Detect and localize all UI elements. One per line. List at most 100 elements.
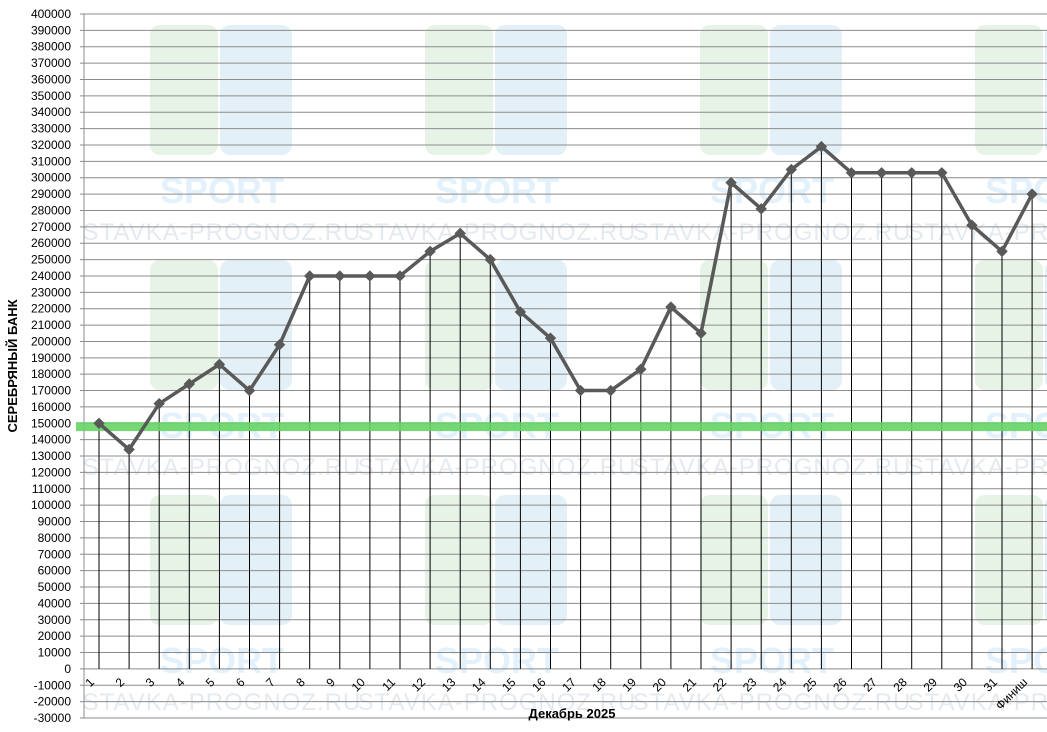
y-tick-label: 220000 <box>31 302 71 316</box>
y-tick-label: 380000 <box>31 40 71 54</box>
y-tick-label: 390000 <box>31 23 71 37</box>
data-point-marker <box>454 227 466 240</box>
data-point-marker <box>996 245 1008 258</box>
data-point-marker <box>574 384 587 397</box>
y-tick-label: 90000 <box>38 515 72 529</box>
data-point-marker <box>665 301 677 313</box>
y-axis-title: СЕРЕБРЯНЫЙ БАНК <box>5 299 20 432</box>
watermark-site-text: STAVKA-PROGNOZ.RU <box>633 219 912 246</box>
y-tick-label: 190000 <box>31 351 71 365</box>
y-tick-label: 100000 <box>31 498 71 512</box>
watermark-logo-left <box>150 25 218 155</box>
watermark-site-text: STAVKA-PROGNOZ.RU <box>908 219 1047 246</box>
data-point-marker <box>936 167 948 179</box>
y-tick-label: 350000 <box>31 89 71 103</box>
y-tick-label: 120000 <box>31 465 71 479</box>
y-tick-label: 30000 <box>38 613 72 627</box>
data-point-marker <box>243 384 256 397</box>
y-tick-label: 40000 <box>38 596 72 610</box>
y-tick-label: 290000 <box>31 187 71 201</box>
data-point-marker <box>93 417 105 430</box>
y-tick-label: 10000 <box>38 646 72 660</box>
y-tick-label: 230000 <box>31 285 71 299</box>
data-point-marker <box>153 397 165 410</box>
data-point-marker <box>334 270 346 282</box>
watermark-tile: SPORT STAVKA-PROGNOZ.RU <box>83 25 362 246</box>
data-point-marker <box>604 384 617 397</box>
data-point-marker <box>514 306 527 318</box>
watermark-tile: SPORT STAVKA-PROGNOZ.RU <box>633 495 912 716</box>
data-point-marker <box>273 339 286 351</box>
y-tick-label: 320000 <box>31 138 71 152</box>
y-tick-label: -30000 <box>34 711 72 725</box>
watermark-site-text: STAVKA-PROGNOZ.RU <box>358 454 637 481</box>
y-tick-label: -10000 <box>34 678 72 692</box>
watermark-tile: SPORT STAVKA-PROGNOZ.RU <box>908 25 1047 246</box>
y-tick-label: 150000 <box>31 416 71 430</box>
watermark-logo-right <box>770 495 842 625</box>
data-point-marker <box>183 378 196 390</box>
y-tick-label: 300000 <box>31 171 71 185</box>
watermark-logo-right <box>495 25 567 155</box>
y-tick-label: 360000 <box>31 72 71 86</box>
watermark-logo-left <box>975 25 1043 155</box>
watermark-site-text: STAVKA-PROGNOZ.RU <box>358 689 637 716</box>
watermark-sport-text: SPORT <box>710 640 834 681</box>
y-tick-label: 210000 <box>31 318 71 332</box>
watermark-logo-right <box>220 25 292 155</box>
data-point-marker <box>1026 188 1038 200</box>
watermark-sport-text: SPORT <box>985 640 1047 681</box>
watermark-sport-text: SPORT <box>160 170 284 211</box>
y-tick-label: 110000 <box>32 482 71 496</box>
data-point-marker <box>364 270 376 282</box>
watermark-sport-text: SPORT <box>435 170 559 211</box>
y-tick-label: 70000 <box>38 547 72 561</box>
watermark-tile: SPORT STAVKA-PROGNOZ.RU <box>358 25 637 246</box>
data-point-marker <box>785 163 798 176</box>
watermark-tile: SPORT STAVKA-PROGNOZ.RU <box>908 495 1047 716</box>
watermark-site-text: STAVKA-PROGNOZ.RU <box>908 689 1047 716</box>
series-layer <box>93 140 1038 456</box>
y-tick-label: 160000 <box>31 400 71 414</box>
watermark-logo-right <box>770 25 842 155</box>
watermark-logo-left <box>975 495 1043 625</box>
data-point-marker <box>635 363 647 375</box>
y-tick-label: 50000 <box>38 580 72 594</box>
y-tick-label: 140000 <box>31 433 71 447</box>
data-point-marker <box>484 253 497 266</box>
watermark-logo-right <box>495 495 567 625</box>
watermark-logo-left <box>425 25 493 155</box>
data-point-marker <box>394 270 406 282</box>
watermark-site-text: STAVKA-PROGNOZ.RU <box>83 689 362 716</box>
data-point-marker <box>303 270 316 282</box>
x-tick-label: 2 <box>113 675 128 690</box>
y-tick-label: -20000 <box>34 695 72 709</box>
data-point-marker <box>695 327 707 339</box>
y-tick-label: 400000 <box>31 7 71 21</box>
horizontal-gridlines <box>80 13 1047 719</box>
y-tick-label: 170000 <box>31 384 71 398</box>
x-tick-label: 1 <box>82 675 97 690</box>
y-tick-label: 260000 <box>31 236 71 250</box>
data-point-marker <box>845 167 858 179</box>
data-point-marker <box>213 358 226 371</box>
y-tick-labels: -30000 -20000 -10000 0 10000 20000 30000 40000 5… <box>31 7 71 725</box>
watermark-site-text: STAVKA-PROGNOZ.RU <box>633 689 912 716</box>
watermark-site-text: STAVKA-PROGNOZ.RU <box>358 219 637 246</box>
watermark-site-text: STAVKA-PROGNOZ.RU <box>83 219 362 246</box>
watermark-logo-left <box>700 25 768 155</box>
watermark-sport-text: SPORT <box>985 170 1047 211</box>
data-point-marker <box>815 140 828 153</box>
data-point-marker <box>544 332 557 344</box>
x-axis-title: Декабрь 2025 <box>529 706 616 721</box>
data-point-marker <box>123 443 135 456</box>
y-tick-label: 280000 <box>31 203 71 217</box>
x-tick-label: 8 <box>293 675 308 690</box>
y-tick-label: 370000 <box>31 56 71 70</box>
